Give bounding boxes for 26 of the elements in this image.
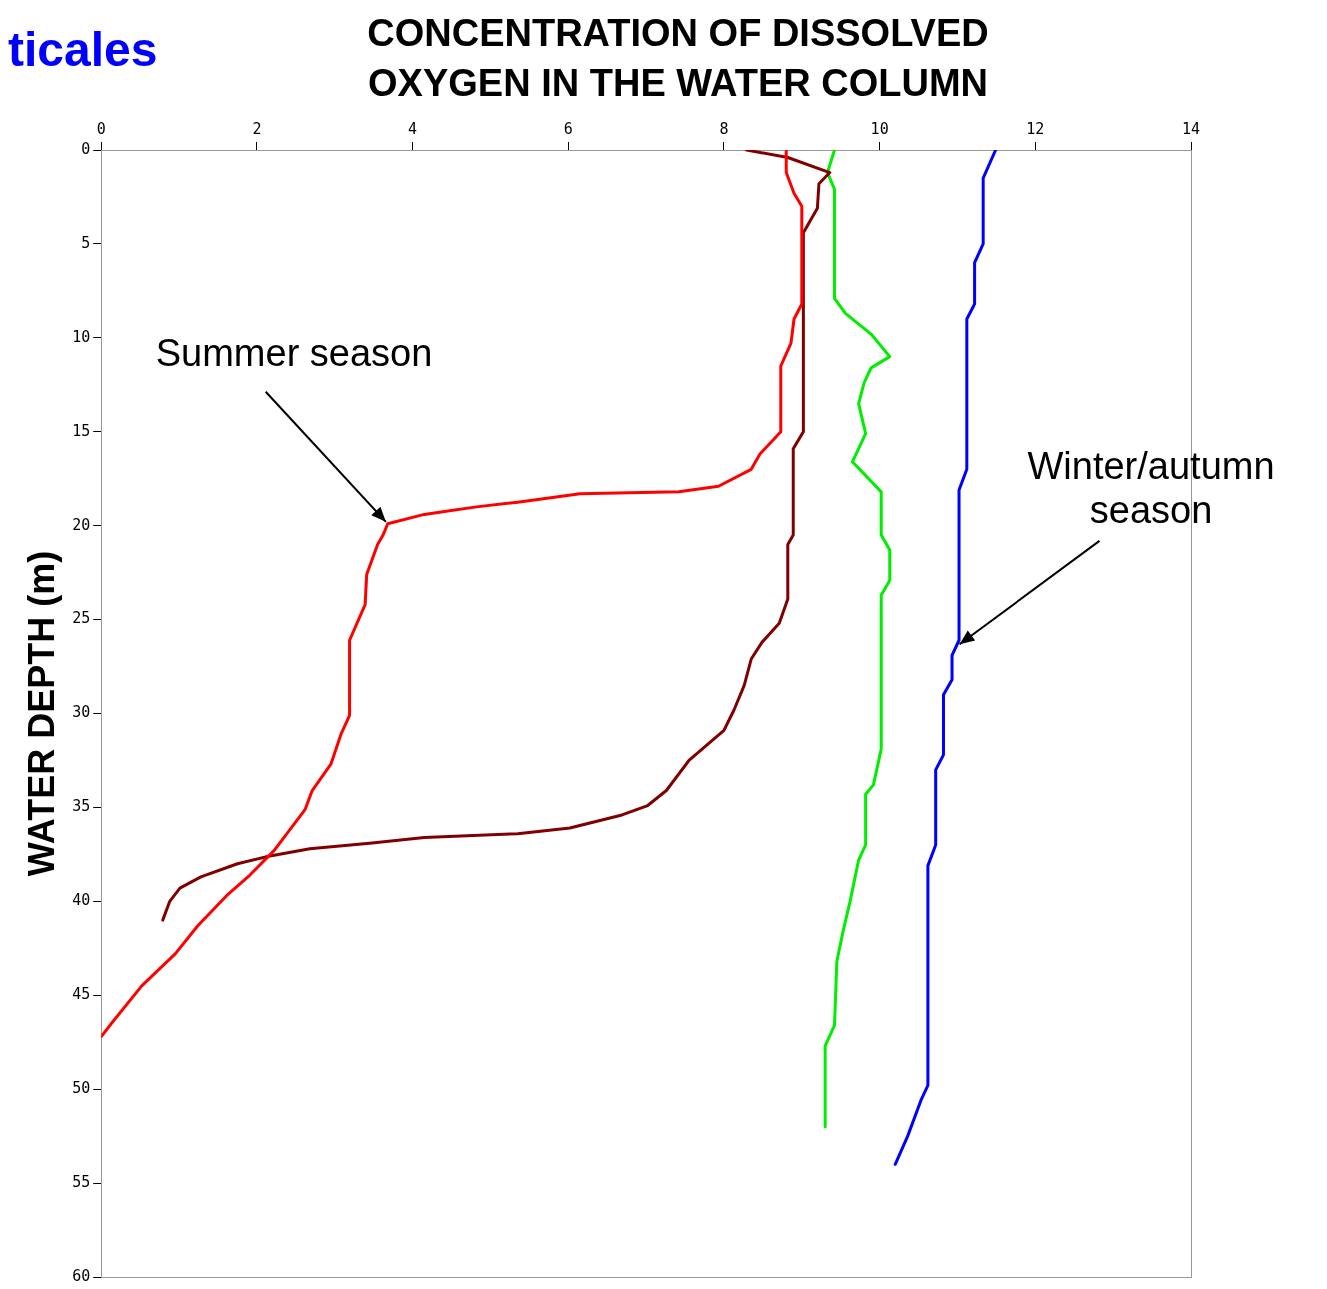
annotation: Summer season — [155, 331, 433, 374]
y-tick-label: 30 — [72, 703, 91, 722]
x-tick-label: 0 — [96, 119, 106, 138]
y-tick-label: 50 — [72, 1079, 91, 1098]
annotation: Winter/autumn season — [1027, 444, 1275, 531]
y-tick-label: 40 — [72, 891, 91, 910]
y-tick-label: 35 — [72, 797, 91, 816]
y-tick-label: 25 — [72, 609, 91, 628]
x-tick-label: 12 — [1026, 119, 1045, 138]
x-tick-label: 8 — [719, 119, 729, 138]
y-tick-label: 45 — [72, 985, 91, 1004]
y-tick-label: 55 — [72, 1172, 91, 1191]
y-tick-label: 15 — [72, 421, 91, 440]
y-axis-title: WATER DEPTH (m) — [20, 550, 62, 877]
y-tick-label: 60 — [72, 1266, 91, 1285]
y-tick-label: 10 — [72, 327, 91, 346]
x-tick-label: 10 — [870, 119, 889, 138]
chart-title: CONCENTRATION OF DISSOLVED OXYGEN IN THE WATER COLUMN — [366, 11, 990, 106]
text: ticales — [8, 22, 158, 77]
x-tick-label: 6 — [563, 119, 573, 138]
x-tick-label: 2 — [252, 119, 262, 138]
y-tick-label: 20 — [72, 515, 91, 534]
y-tick-label: 0 — [81, 139, 91, 158]
x-tick-label: 4 — [408, 119, 418, 138]
y-tick-label: 5 — [81, 233, 91, 252]
x-tick-label: 14 — [1181, 119, 1201, 138]
